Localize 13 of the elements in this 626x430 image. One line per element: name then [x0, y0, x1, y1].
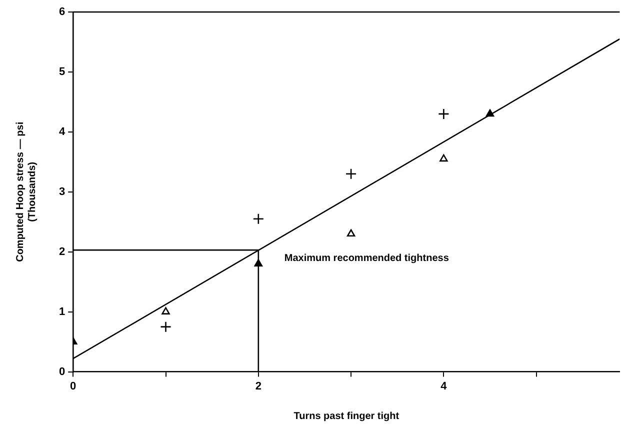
- y-tick-label: 4: [58, 126, 66, 138]
- y-tick-label: 0: [58, 366, 66, 378]
- y-tick-label: 6: [58, 6, 66, 18]
- y-axis-title: Computed Hoop stress — psi (Thousands): [14, 122, 38, 262]
- y-tick-label: 1: [58, 306, 66, 318]
- annotation: Maximum recommended tightness: [284, 252, 450, 264]
- y-tick-label: 5: [58, 66, 66, 78]
- y-tick-label: 3: [58, 186, 66, 198]
- x-axis-title: Turns past finger tight: [294, 410, 400, 422]
- y-tick-label: 2: [58, 246, 66, 258]
- x-tick-label: 2: [255, 380, 262, 392]
- x-tick-label: 4: [440, 380, 448, 392]
- x-tick-label: 0: [70, 380, 76, 392]
